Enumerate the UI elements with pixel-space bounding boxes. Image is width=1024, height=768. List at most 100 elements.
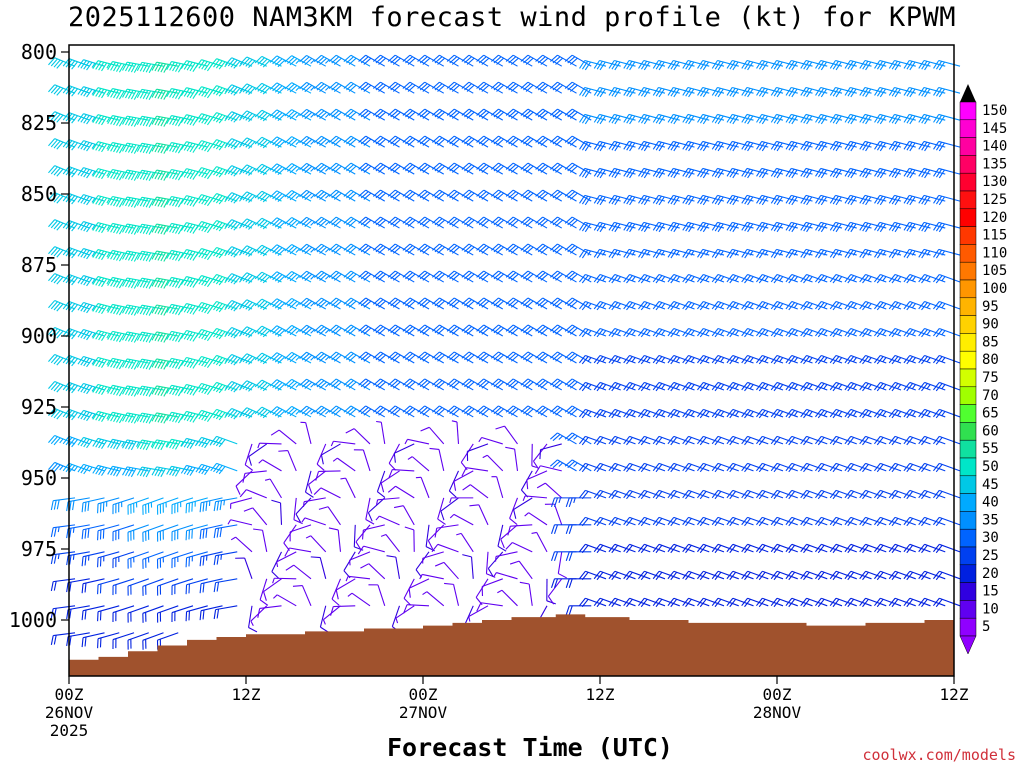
barb-flag [611, 571, 619, 581]
barb-flag [95, 115, 102, 124]
wind-barb [550, 497, 577, 508]
barb-flag [475, 597, 483, 606]
barb-flag [269, 136, 278, 144]
barb-flag [520, 405, 529, 413]
barb-shaft [350, 216, 371, 229]
barb-flag [189, 413, 196, 422]
barb-half-flag [91, 305, 96, 311]
barb-flag [652, 114, 659, 123]
barb-flag [343, 216, 352, 224]
barb-flag [405, 407, 413, 415]
barb-flag [157, 278, 164, 288]
barb-half-flag [239, 358, 244, 364]
barb-flag [77, 167, 84, 176]
wind-barb [210, 435, 238, 448]
barb-flag [537, 191, 546, 199]
barb-shaft [156, 196, 179, 202]
barb-flag [451, 381, 460, 389]
barb-flag [403, 604, 408, 614]
barb-flag [163, 252, 169, 262]
barb-shaft [97, 222, 120, 229]
barb-flag [331, 598, 340, 606]
barb-flag [107, 223, 113, 232]
barb-flag [596, 195, 603, 205]
barb-flag [578, 570, 586, 580]
barb-flag [98, 142, 105, 152]
barb-shaft [629, 273, 651, 283]
barb-flag [431, 189, 440, 197]
barb-flag [569, 354, 578, 362]
barb-half-flag [57, 526, 60, 533]
barb-flag [254, 190, 263, 199]
wind-barb [269, 163, 297, 175]
barb-flag [476, 108, 485, 116]
barb-shaft [599, 327, 621, 337]
barb-shaft [599, 140, 621, 148]
barb-flag [372, 351, 381, 359]
barb-flag [71, 304, 78, 313]
barb-flag [464, 164, 472, 172]
barb-flag [151, 385, 158, 395]
barb-shaft [658, 113, 680, 121]
wind-barb [549, 270, 577, 283]
wind-barb [549, 459, 577, 472]
barb-flag [172, 224, 178, 234]
barb-flag [86, 169, 93, 179]
barb-flag [272, 137, 280, 146]
barb-flag [174, 252, 181, 261]
barb-flag [198, 357, 205, 366]
wind-barb [358, 162, 386, 175]
barb-shaft [215, 524, 238, 530]
wind-barb [92, 383, 120, 395]
barb-flag [568, 605, 573, 615]
barb-shaft [557, 432, 577, 445]
barb-flag [174, 90, 181, 99]
barb-flag [372, 243, 381, 251]
barb-flag [304, 57, 313, 66]
wind-barb [461, 135, 489, 148]
barb-flag [145, 333, 152, 343]
barb-flag [80, 411, 87, 420]
barb-flag [98, 385, 105, 395]
barb-flag [68, 168, 76, 177]
barb-shaft [171, 330, 194, 337]
barb-shaft [527, 405, 548, 418]
barb-flag [372, 189, 381, 197]
barb-half-flag [325, 221, 330, 226]
barb-shaft [276, 551, 297, 563]
barb-shaft [542, 135, 563, 148]
barb-shaft [424, 162, 445, 175]
wind-barb [623, 597, 651, 608]
barb-flag [174, 306, 181, 315]
barb-flag [478, 56, 487, 64]
barb-flag [289, 381, 298, 390]
barb-shaft [83, 194, 105, 202]
wind-barb [402, 324, 430, 337]
wind-barb [535, 216, 563, 229]
barb-flag [508, 299, 517, 307]
barb-flag [84, 636, 87, 647]
barb-flag [233, 87, 241, 96]
barb-flag [284, 217, 293, 225]
barb-shaft [321, 443, 341, 456]
barb-flag [299, 162, 307, 171]
barb-flag [640, 114, 648, 124]
wind-barb [328, 108, 356, 121]
barb-flag [535, 81, 544, 89]
barb-flag [204, 142, 211, 152]
barb-flag [386, 555, 396, 558]
wind-barb [77, 221, 105, 233]
wind-barb [402, 108, 430, 121]
barb-flag [92, 465, 99, 474]
barb-shaft [157, 605, 179, 614]
wind-barb [300, 421, 312, 445]
barb-flag [124, 278, 131, 288]
barb-flag [417, 54, 426, 62]
barb-flag [80, 87, 87, 96]
barb-flag [289, 246, 298, 255]
barb-flag [348, 354, 357, 362]
barb-flag [490, 54, 499, 62]
barb-shaft [248, 605, 253, 628]
barb-flag [360, 218, 369, 226]
barb-flag [68, 60, 76, 69]
